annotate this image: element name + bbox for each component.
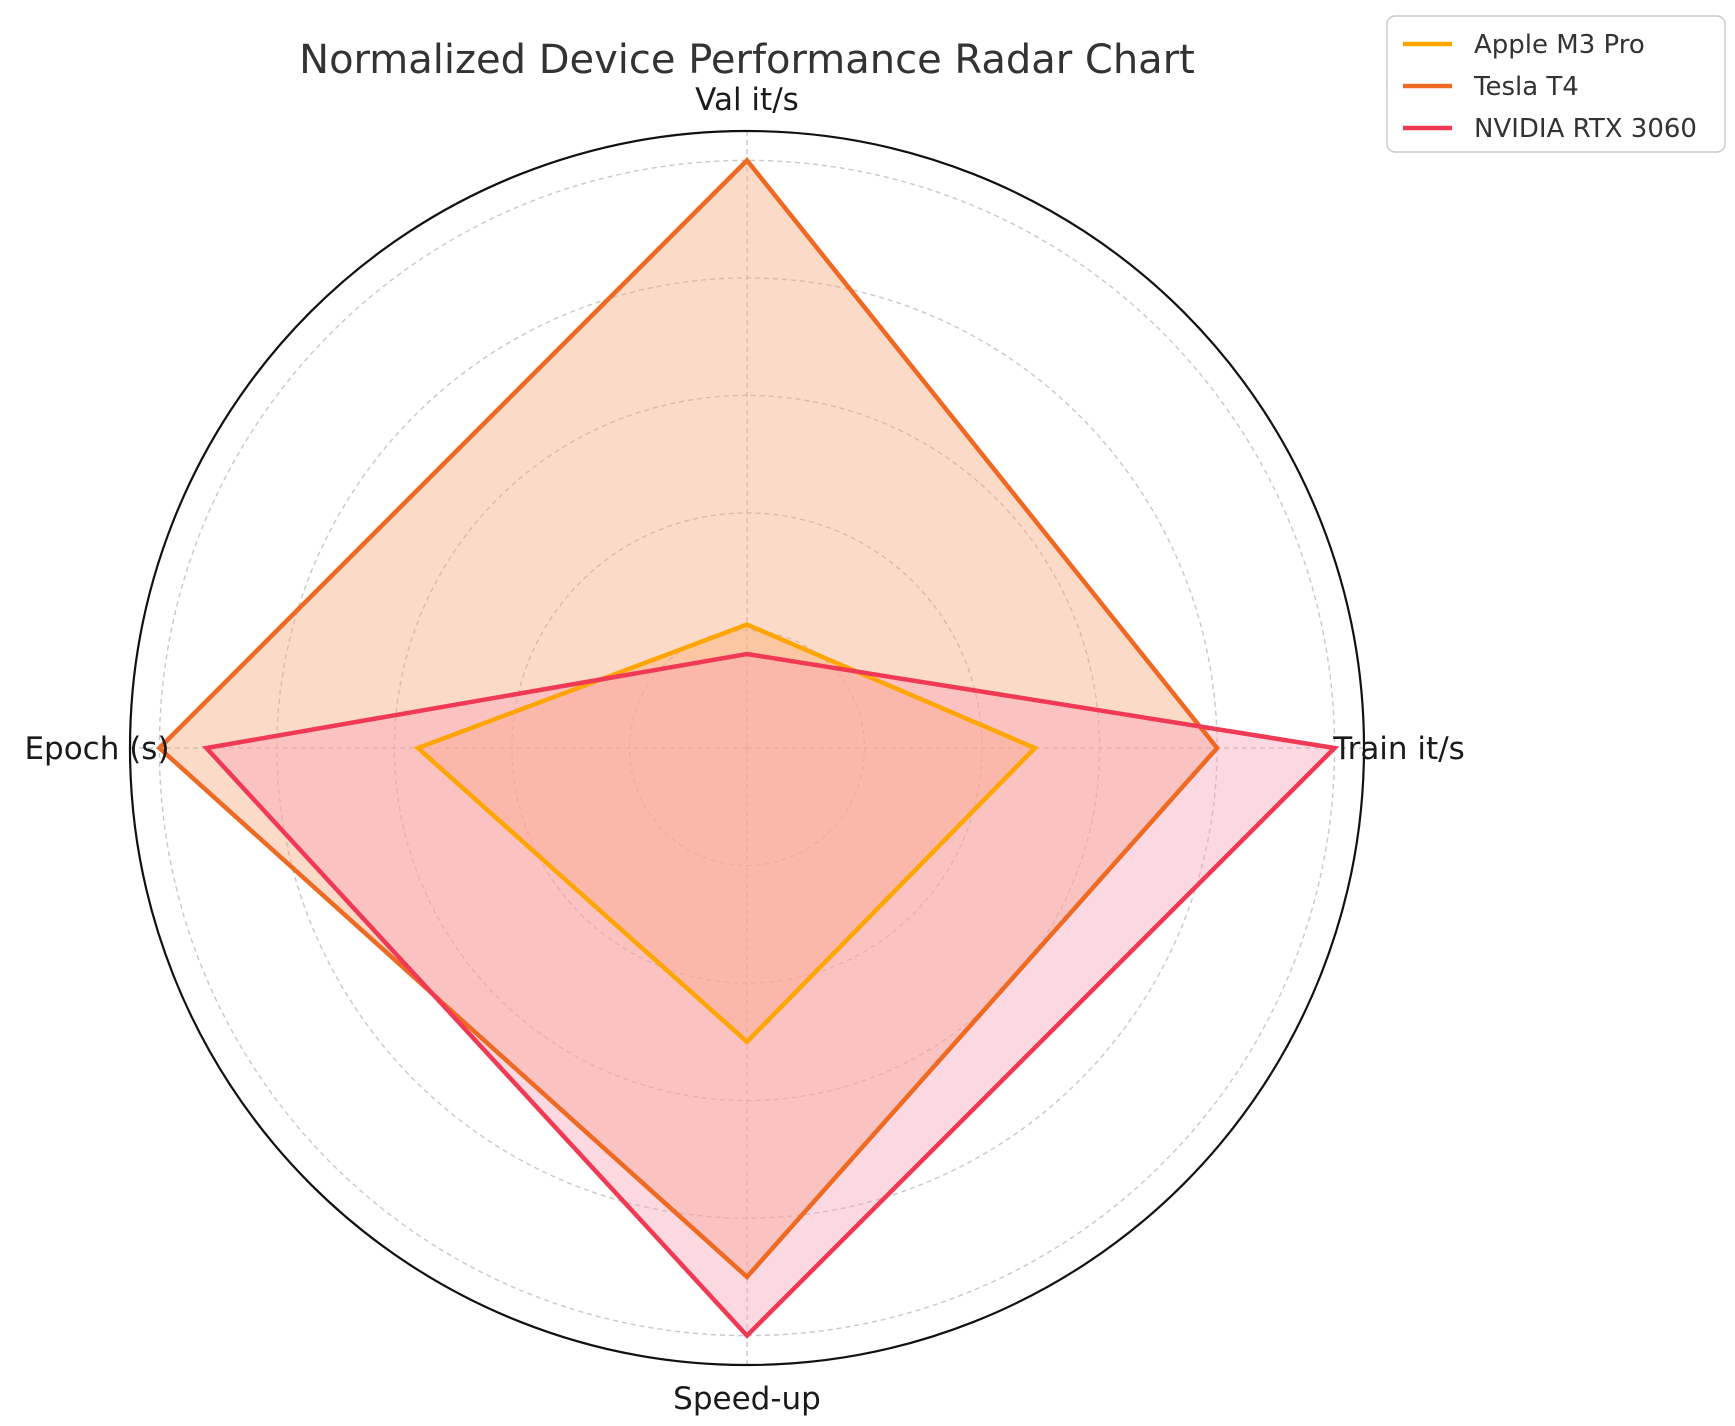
legend-label-1: Tesla T4	[1473, 72, 1579, 102]
axis-label-2: Speed-up	[673, 1381, 821, 1417]
axis-labels: Val it/s Train it/s Speed-up Epoch (s)	[24, 82, 1464, 1417]
series-fill-1	[159, 160, 1218, 1277]
legend-box	[1386, 15, 1726, 153]
legend-label-2: NVIDIA RTX 3060	[1474, 114, 1697, 144]
chart-title: Normalized Device Performance Radar Char…	[299, 37, 1195, 83]
radar-series	[156, 157, 1340, 1339]
axis-label-3: Epoch (s)	[24, 731, 169, 767]
series-line-1	[156, 157, 1221, 1281]
axis-label-0: Val it/s	[695, 82, 799, 118]
legend-label-0: Apple M3 Pro	[1474, 30, 1645, 60]
series-line-2	[201, 651, 1340, 1339]
legend: Apple M3 Pro Tesla T4 NVIDIA RTX 3060	[1386, 15, 1726, 153]
series-fill-2	[206, 654, 1335, 1336]
axis-label-1: Train it/s	[1332, 731, 1465, 767]
series-fill-0	[417, 624, 1035, 1042]
series-line-0	[413, 622, 1039, 1045]
outer-frame	[128, 129, 1366, 1367]
